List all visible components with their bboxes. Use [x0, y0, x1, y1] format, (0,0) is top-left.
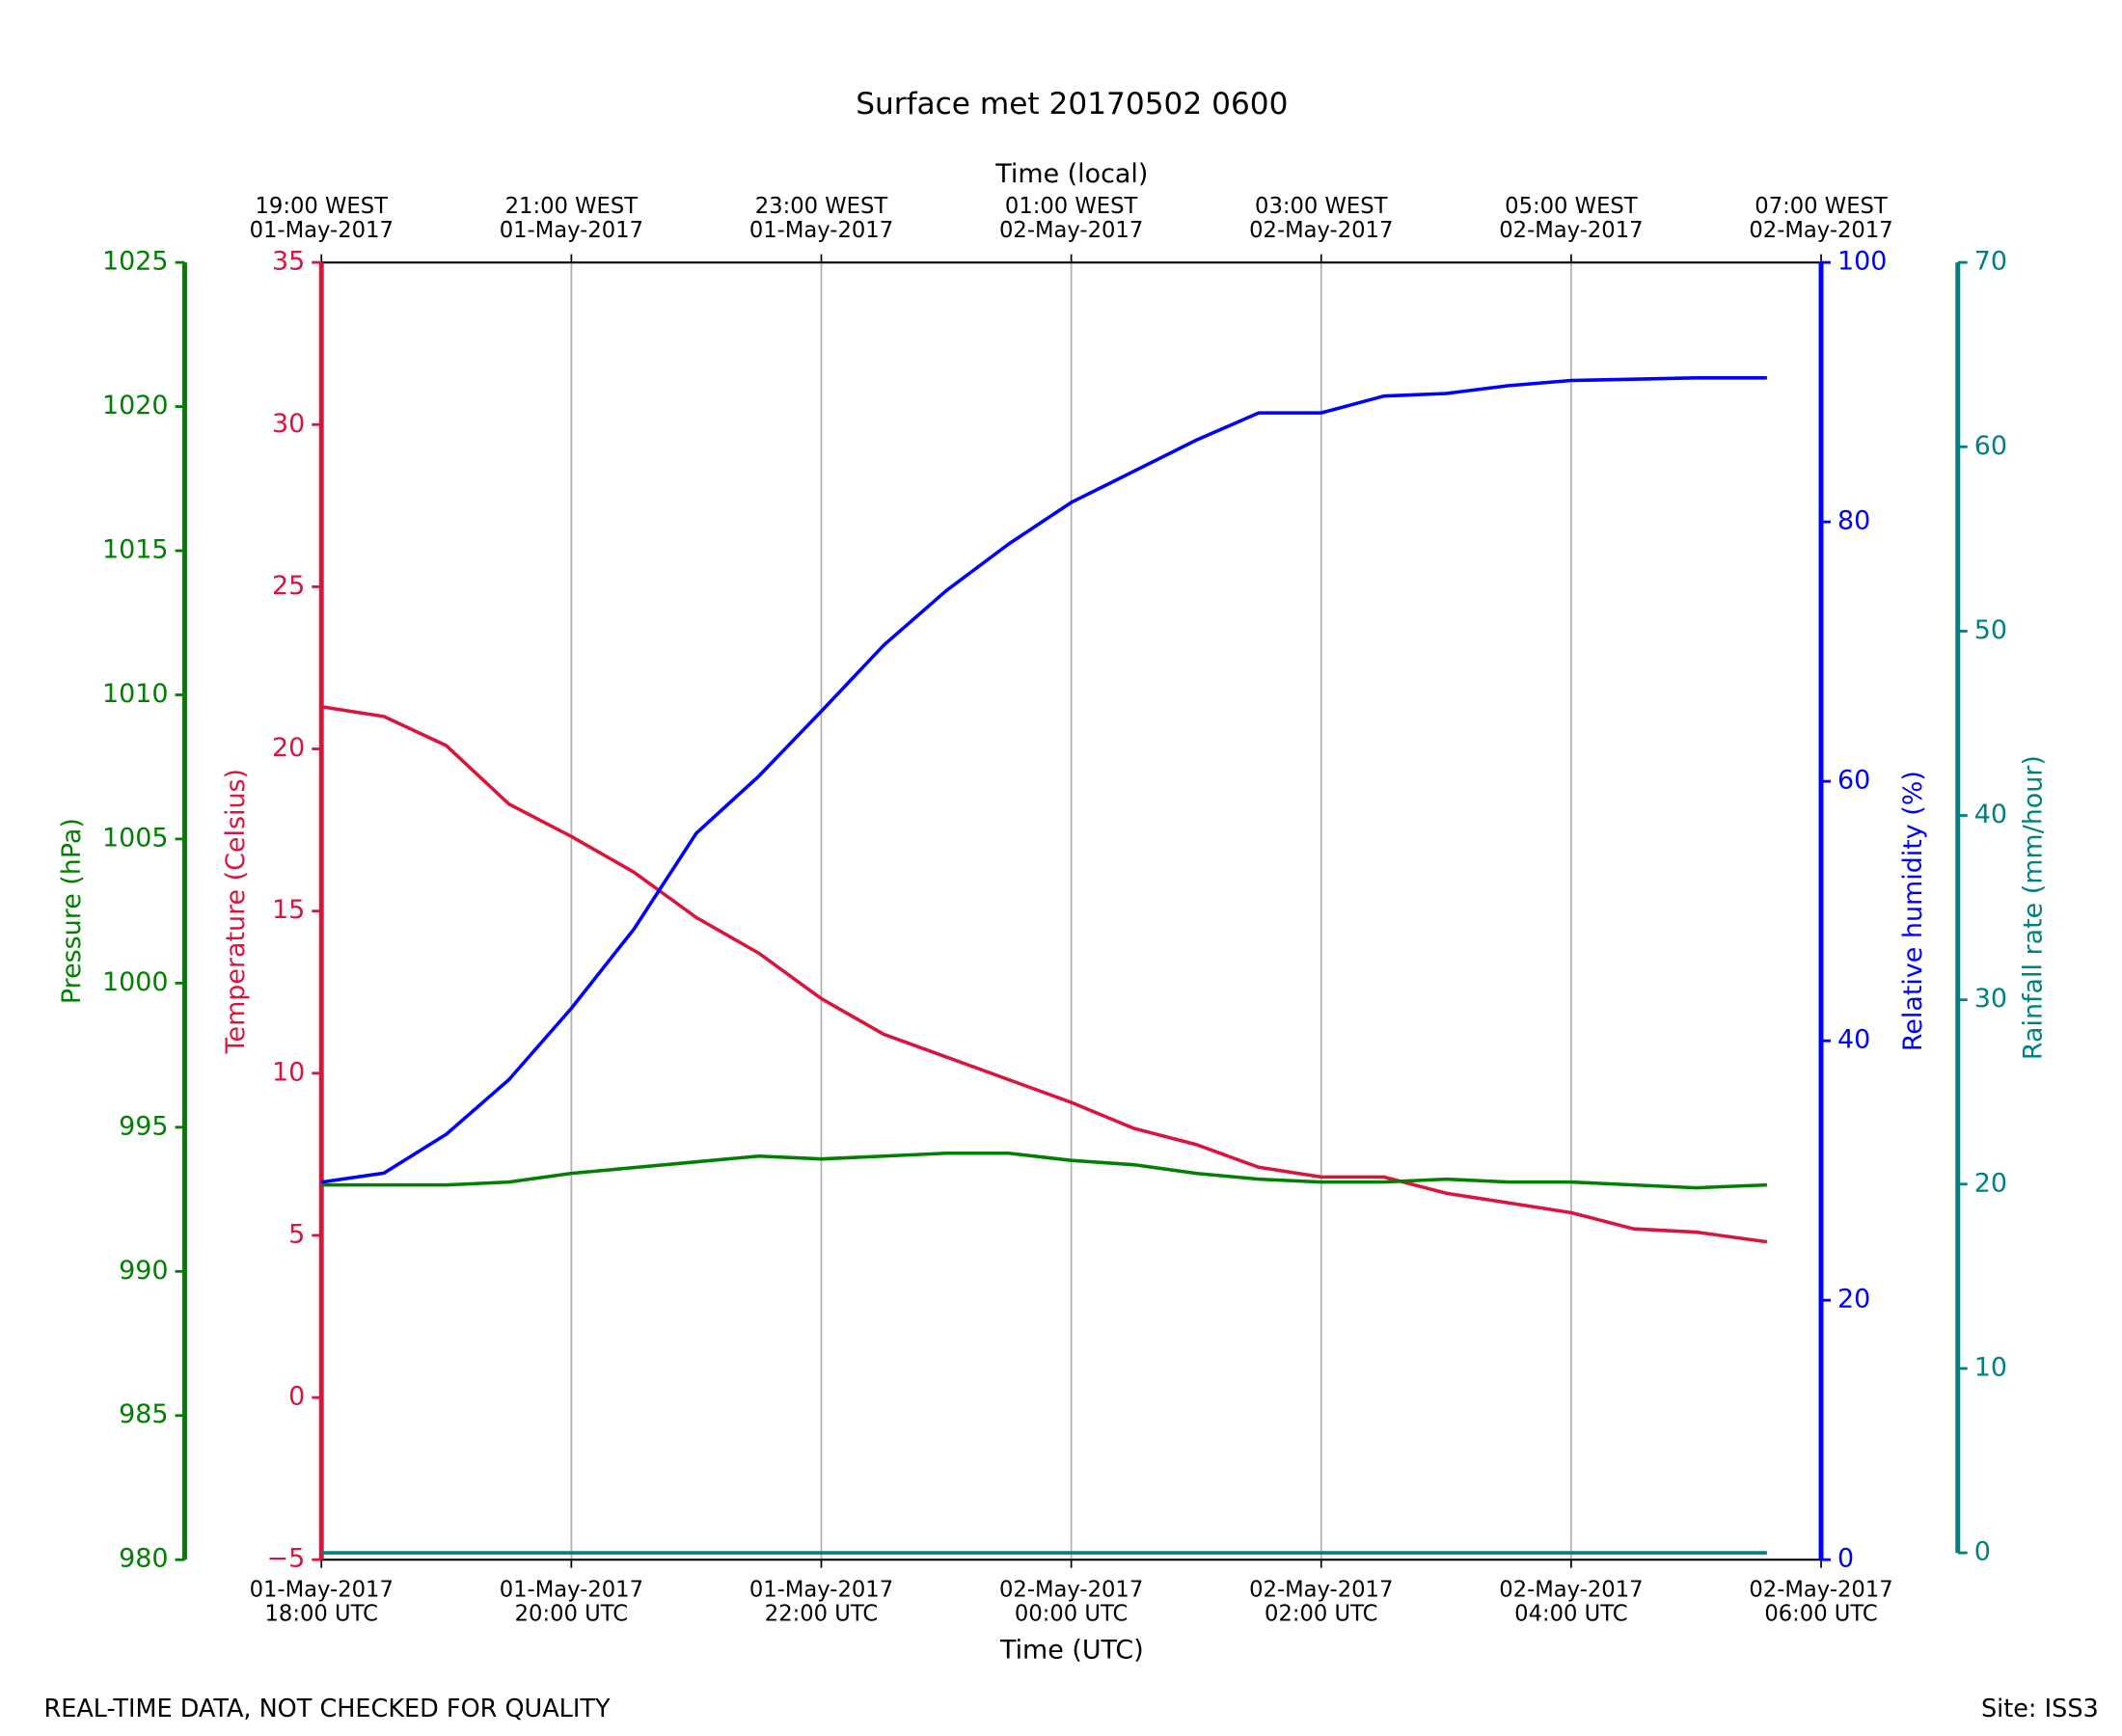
y2-tick-label: 20 [1837, 1285, 1870, 1315]
x-tick-label: 01-May-2017 20:00 UTC [500, 1577, 643, 1626]
y4-tick-label: 60 [1974, 431, 2007, 461]
y-tick-label: 0 [288, 1382, 305, 1412]
y2-tick-label: 80 [1837, 506, 1870, 536]
y4-tick-label: 10 [1974, 1352, 2007, 1382]
y3-tick-label: 1015 [102, 535, 168, 565]
x-tick-label: 02-May-2017 06:00 UTC [1749, 1577, 1892, 1626]
y4-tick-label: 70 [1974, 247, 2007, 277]
y-tick-label: 30 [272, 409, 305, 439]
y2-tick-label: 40 [1837, 1025, 1870, 1055]
series-line [321, 1151, 1767, 1190]
y2-axis-label: Relative humidity (%) [1898, 771, 1928, 1051]
y4-tick-label: 30 [1974, 984, 2007, 1014]
x-axis-label: Time (UTC) [999, 1636, 1144, 1666]
y3-tick-label: 985 [119, 1399, 168, 1429]
y-tick-label: 20 [272, 733, 305, 763]
x2-axis-label: Time (local) [994, 159, 1148, 189]
y2-tick-label: 0 [1837, 1544, 1854, 1574]
y3-tick-label: 990 [119, 1256, 168, 1286]
x2-tick-label: 23:00 WEST 01-May-2017 [749, 194, 893, 243]
y4-tick-label: 0 [1974, 1537, 1991, 1567]
y-tick-label: 35 [272, 247, 305, 277]
x2-tick-label: 05:00 WEST 02-May-2017 [1499, 194, 1643, 243]
footer-note: REAL-TIME DATA, NOT CHECKED FOR QUALITY [44, 1695, 611, 1723]
y2-tick-label: 60 [1837, 766, 1870, 796]
x2-tick-label: 01:00 WEST 02-May-2017 [999, 194, 1143, 243]
y4-tick-label: 20 [1974, 1168, 2007, 1198]
y3-tick-label: 1000 [102, 967, 168, 997]
series-line [320, 376, 1767, 1184]
footer-site: Site: ISS3 [1981, 1695, 2099, 1723]
y2-tick-label: 100 [1837, 247, 1887, 277]
y-tick-label: 15 [272, 895, 305, 925]
y-tick-label: 5 [288, 1219, 305, 1249]
y3-tick-label: 1010 [102, 679, 168, 709]
x-tick-label: 02-May-2017 04:00 UTC [1499, 1577, 1643, 1626]
x2-tick-label: 03:00 WEST 02-May-2017 [1249, 194, 1393, 243]
y3-tick-label: 980 [119, 1544, 168, 1574]
x-tick-label: 01-May-2017 22:00 UTC [749, 1577, 893, 1626]
y3-tick-label: 995 [119, 1111, 168, 1141]
y-tick-label: −5 [267, 1544, 306, 1574]
y3-axis-label: Pressure (hPa) [57, 818, 87, 1004]
y4-tick-label: 50 [1974, 615, 2007, 645]
y3-tick-label: 1005 [102, 823, 168, 853]
x2-tick-label: 21:00 WEST 01-May-2017 [500, 194, 643, 243]
y4-tick-label: 40 [1974, 800, 2007, 829]
x-tick-label: 02-May-2017 02:00 UTC [1249, 1577, 1393, 1626]
x-tick-label: 01-May-2017 18:00 UTC [250, 1577, 394, 1626]
x2-tick-label: 07:00 WEST 02-May-2017 [1749, 194, 1892, 243]
y4-axis-label: Rainfall rate (mm/hour) [2019, 755, 2049, 1060]
y3-tick-label: 1025 [102, 247, 168, 277]
x-tick-label: 02-May-2017 00:00 UTC [999, 1577, 1143, 1626]
series-line [320, 705, 1768, 1244]
y-axis-label: Temperature (Celsius) [221, 769, 251, 1054]
x2-tick-label: 19:00 WEST 01-May-2017 [250, 194, 394, 243]
y3-tick-label: 1020 [102, 391, 168, 420]
y-tick-label: 10 [272, 1057, 305, 1087]
y-tick-label: 25 [272, 571, 305, 601]
chart-title: Surface met 20170502 0600 [856, 87, 1288, 122]
